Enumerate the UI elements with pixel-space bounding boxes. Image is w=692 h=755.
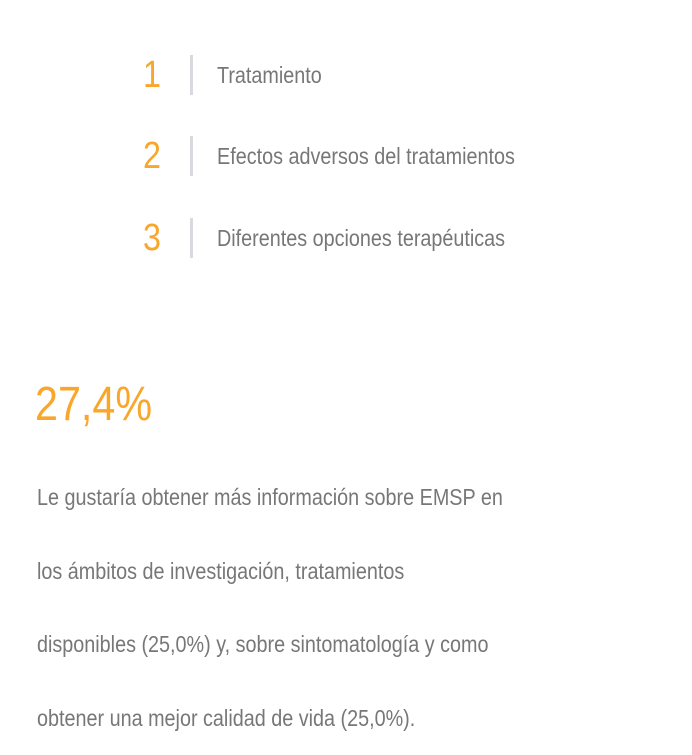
- rank-label: Diferentes opciones terapéuticas: [217, 225, 506, 251]
- rank-label: Tratamiento: [217, 62, 322, 88]
- ranking-item-1: 1 Tratamiento: [0, 53, 692, 97]
- highlight-description: Le gustaría obtener más información sobr…: [37, 436, 503, 755]
- rank-number: 3: [143, 217, 161, 259]
- rank-label: Efectos adversos del tratamientos: [217, 143, 515, 169]
- ranking-item-3: 3 Diferentes opciones terapéuticas: [0, 216, 692, 260]
- description-line: disponibles (25,0%) y, sobre sintomatolo…: [37, 631, 489, 657]
- divider: [190, 218, 193, 258]
- description-line: los ámbitos de investigación, tratamient…: [37, 557, 405, 584]
- ranking-item-2: 2 Efectos adversos del tratamientos: [0, 134, 692, 178]
- highlight-percentage: 27,4%: [35, 378, 153, 431]
- divider: [190, 136, 193, 176]
- divider: [190, 55, 193, 95]
- description-line: obtener una mejor calidad de vida (25,0%…: [37, 704, 416, 731]
- description-line: Le gustaría obtener más información sobr…: [37, 484, 503, 510]
- rank-number: 2: [143, 135, 161, 177]
- rank-number: 1: [143, 54, 161, 96]
